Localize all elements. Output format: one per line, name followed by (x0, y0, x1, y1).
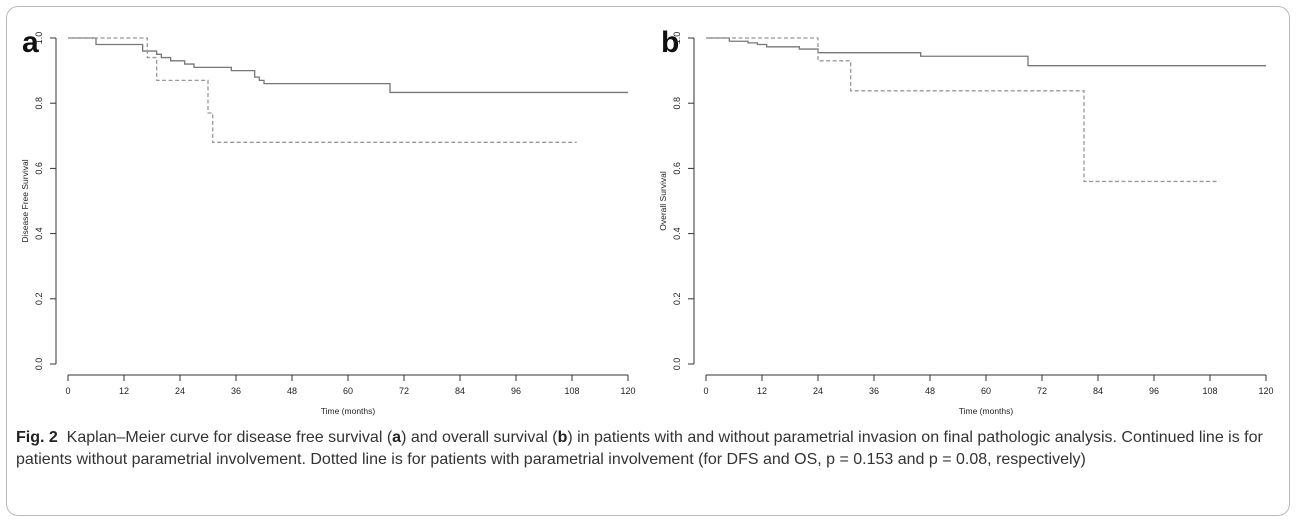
y-tick-label-0.6: 0.6 (672, 162, 682, 175)
y-axis-title: Overall Survival (658, 171, 668, 231)
panel-b-letter: b (661, 26, 680, 59)
x-tick-label-0: 0 (703, 386, 708, 396)
y-tick-label-0.2: 0.2 (34, 293, 44, 306)
figure-frame (6, 6, 1290, 516)
caption-text-1: Kaplan–Meier curve for disease free surv… (66, 429, 393, 446)
x-tick-label-96: 96 (511, 386, 521, 396)
x-tick-label-0: 0 (65, 386, 70, 396)
y-tick-label-0.0: 0.0 (34, 358, 44, 371)
solid-survival-curve (706, 37, 1266, 67)
caption-text-3: ) in patients with and without parametri… (16, 429, 1263, 468)
dashed-survival-curve (706, 37, 1220, 183)
x-tick-label-60: 60 (981, 386, 991, 396)
x-tick-label-36: 36 (869, 386, 879, 396)
x-axis-title: Time (months) (321, 406, 376, 416)
y-tick-label-0.8: 0.8 (672, 97, 682, 110)
panel-a-letter: a (22, 26, 39, 59)
y-tick-label-0.2: 0.2 (672, 293, 682, 306)
solid-survival-curve (68, 37, 628, 94)
y-tick-label-1.0: 1.0 (672, 32, 682, 45)
x-tick-label-72: 72 (1037, 386, 1047, 396)
figure-caption: Fig. 2 Kaplan–Meier curve for disease fr… (16, 427, 1278, 471)
y-tick-label-0.0: 0.0 (672, 358, 682, 371)
x-tick-label-108: 108 (564, 386, 579, 396)
x-axis-title: Time (months) (959, 406, 1014, 416)
x-tick-label-24: 24 (175, 386, 185, 396)
caption-panel-b: b (557, 429, 568, 446)
overall-survival-chart: 0 12 24 36 48 60 72 84 96 108 120 0.0 0.2 0.4 0.6 0.8 1.… (658, 32, 1274, 416)
x-tick-label-12: 12 (119, 386, 129, 396)
x-tick-label-24: 24 (813, 386, 823, 396)
caption-label: Fig. 2 (16, 429, 58, 446)
y-axis-title: Disease Free Survival (20, 159, 30, 242)
x-tick-label-96: 96 (1149, 386, 1159, 396)
x-tick-label-84: 84 (1093, 386, 1103, 396)
x-tick-label-108: 108 (1202, 386, 1217, 396)
x-tick-label-84: 84 (455, 386, 465, 396)
x-tick-label-48: 48 (925, 386, 935, 396)
x-tick-label-72: 72 (399, 386, 409, 396)
dashed-survival-curve (68, 37, 577, 143)
y-tick-label-0.6: 0.6 (34, 162, 44, 175)
x-tick-label-60: 60 (343, 386, 353, 396)
x-tick-label-120: 120 (620, 386, 635, 396)
disease-free-survival-chart: 0 12 24 36 48 60 72 84 96 108 120 0.0 0.2 0.4 0.6 0.8 1.… (20, 32, 636, 416)
x-tick-label-48: 48 (287, 386, 297, 396)
x-tick-label-120: 120 (1258, 386, 1273, 396)
y-tick-label-0.4: 0.4 (34, 227, 44, 240)
x-tick-label-36: 36 (231, 386, 241, 396)
caption-panel-a: a (392, 429, 402, 446)
caption-text-2: ) and overall survival ( (401, 429, 558, 446)
y-tick-label-0.8: 0.8 (34, 97, 44, 110)
x-tick-label-12: 12 (757, 386, 767, 396)
y-tick-label-0.4: 0.4 (672, 227, 682, 240)
y-tick-label-1.0: 1.0 (34, 32, 44, 45)
